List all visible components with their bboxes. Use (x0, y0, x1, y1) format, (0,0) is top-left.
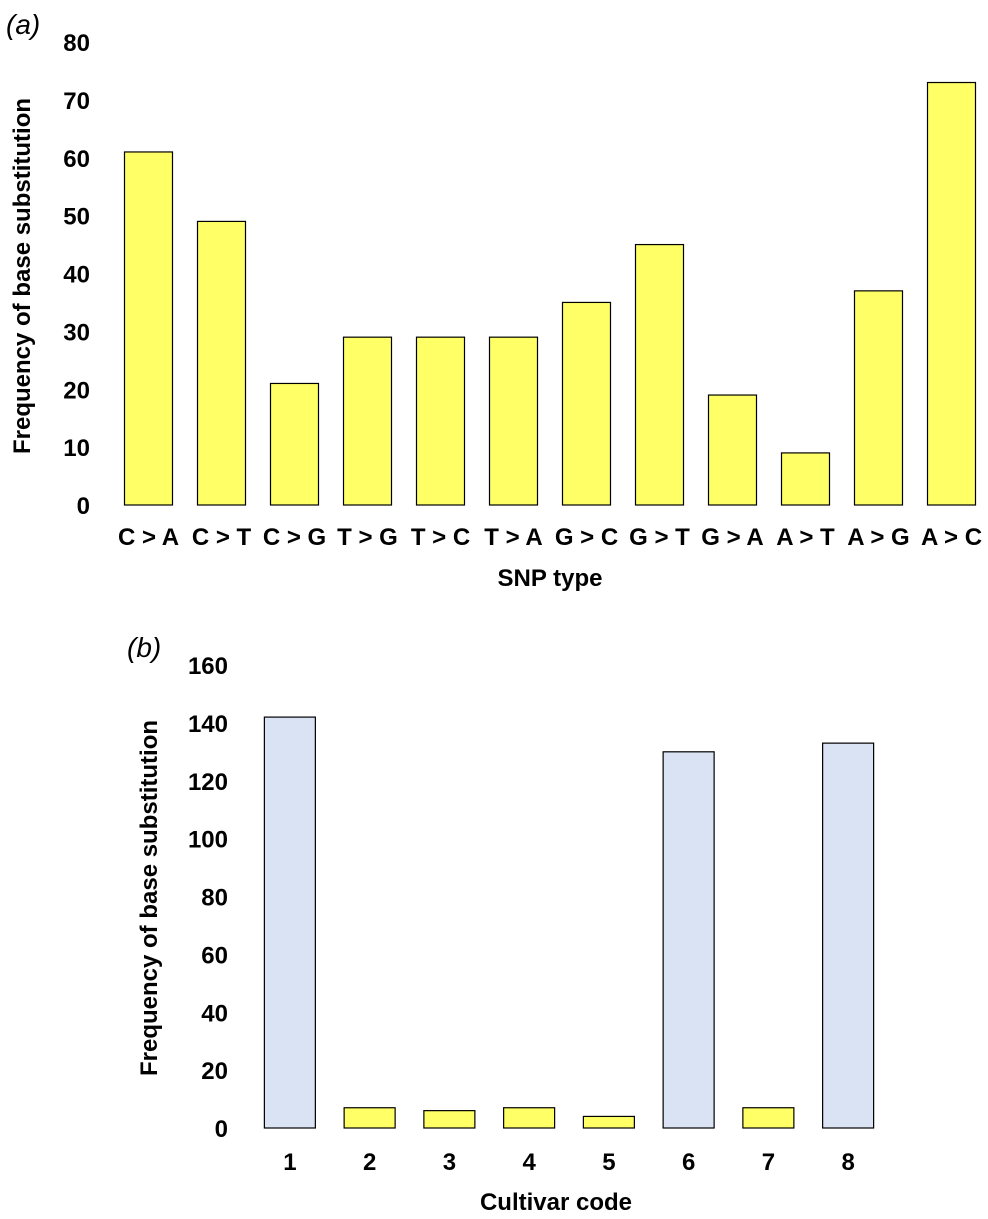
panel-a-y-tick-label: 80 (63, 30, 90, 57)
panel-a-x-tick-label: A > C (921, 524, 982, 551)
panel-b-x-ticks: 1 2 3 4 5 6 7 8 (283, 1149, 855, 1176)
panel-a-label: (a) (6, 9, 40, 40)
panel-b-label: (b) (127, 632, 161, 663)
panel-a-bar (634, 243, 685, 506)
panel-b-x-tick-label: 8 (841, 1149, 854, 1176)
panel-a-y-tick-label: 30 (63, 319, 90, 346)
panel-a-x-axis-title: SNP type (498, 565, 603, 592)
panel-a-x-tick-label: C > G (263, 524, 326, 551)
panel-a-y-ticks: 0 10 20 30 40 50 60 70 80 (63, 30, 90, 520)
panel-a-bar (926, 81, 977, 506)
panel-b-y-ticks: 0 20 40 60 80 100 120 140 160 (188, 653, 228, 1143)
panel-b-y-axis-title: Frequency of base substitution (136, 720, 163, 1076)
panel-a-x-tick-label: T > G (337, 524, 398, 551)
panel-a-x-tick-label: C > A (118, 524, 179, 551)
panel-b-x-tick-label: 4 (522, 1149, 536, 1176)
panel-a-bar (123, 151, 174, 506)
panel-b-x-tick-label: 5 (602, 1149, 615, 1176)
panel-b-y-tick-label: 20 (201, 1058, 228, 1085)
panel-a-bar (853, 290, 904, 506)
panel-b-x-axis-title: Cultivar code (480, 1189, 632, 1216)
panel-b-bar (662, 751, 715, 1129)
panel-a-x-tick-label: T > A (484, 524, 542, 551)
panel-a-x-tick-label: T > C (411, 524, 470, 551)
panel-b-x-tick-label: 1 (283, 1149, 296, 1176)
panel-a-y-tick-label: 50 (63, 204, 90, 231)
panel-b-y-tick-label: 140 (188, 711, 228, 738)
panel-a-bar (342, 336, 393, 506)
panel-a-y-axis-title: Frequency of base substitution (9, 98, 36, 454)
panel-a-bar (561, 301, 612, 506)
panel-b-y-tick-label: 100 (188, 827, 228, 854)
panel-a-x-tick-label: G > C (555, 524, 618, 551)
panel-b-y-tick-label: 160 (188, 653, 228, 680)
panel-a-y-tick-label: 20 (63, 377, 90, 404)
panel-b-bar (343, 1107, 396, 1129)
panel-a-x-tick-label: G > T (629, 524, 690, 551)
panel-a-y-tick-label: 60 (63, 146, 90, 173)
panel-b-bar (582, 1115, 635, 1129)
panel-b-bar (822, 742, 875, 1129)
panel-b-y-tick-label: 0 (215, 1116, 228, 1143)
panel-b-y-tick-label: 40 (201, 1000, 228, 1027)
panel-a-bar (415, 336, 466, 506)
panel-b-x-tick-label: 6 (682, 1149, 695, 1176)
chart-panel-b: (b) Frequency of base substitution Culti… (127, 632, 875, 1216)
panel-a-y-tick-label: 40 (63, 262, 90, 289)
panel-a-bar (196, 220, 247, 506)
panel-a-bar (269, 382, 320, 506)
panel-b-bar (423, 1110, 476, 1129)
panel-a-y-tick-label: 10 (63, 435, 90, 462)
panel-b-x-tick-label: 2 (363, 1149, 376, 1176)
panel-a-bar (488, 336, 539, 506)
panel-a-y-tick-label: 0 (77, 493, 90, 520)
panel-b-y-tick-label: 80 (201, 885, 228, 912)
panel-a-y-tick-label: 70 (63, 88, 90, 115)
panel-a-x-ticks: C > A C > T C > G T > G T > C T > A G > C G > T… (118, 524, 982, 551)
panel-b-bar (263, 716, 316, 1129)
panel-b-bar (742, 1107, 795, 1129)
panel-a-x-tick-label: A > G (847, 524, 909, 551)
panel-b-x-tick-label: 7 (762, 1149, 775, 1176)
panel-b-x-tick-label: 3 (443, 1149, 456, 1176)
panel-a-bar (780, 452, 831, 506)
panel-a-bars (123, 81, 977, 506)
panel-b-y-tick-label: 60 (201, 942, 228, 969)
panel-a-x-tick-label: C > T (192, 524, 252, 551)
panel-b-bar (503, 1107, 556, 1129)
chart-panel-a: (a) Frequency of base substitution SNP t… (6, 9, 982, 592)
panel-a-bar (707, 394, 758, 506)
panel-a-x-tick-label: G > A (701, 524, 763, 551)
panel-b-y-tick-label: 120 (188, 769, 228, 796)
panel-b-bars (263, 716, 875, 1129)
panel-a-x-tick-label: A > T (776, 524, 835, 551)
